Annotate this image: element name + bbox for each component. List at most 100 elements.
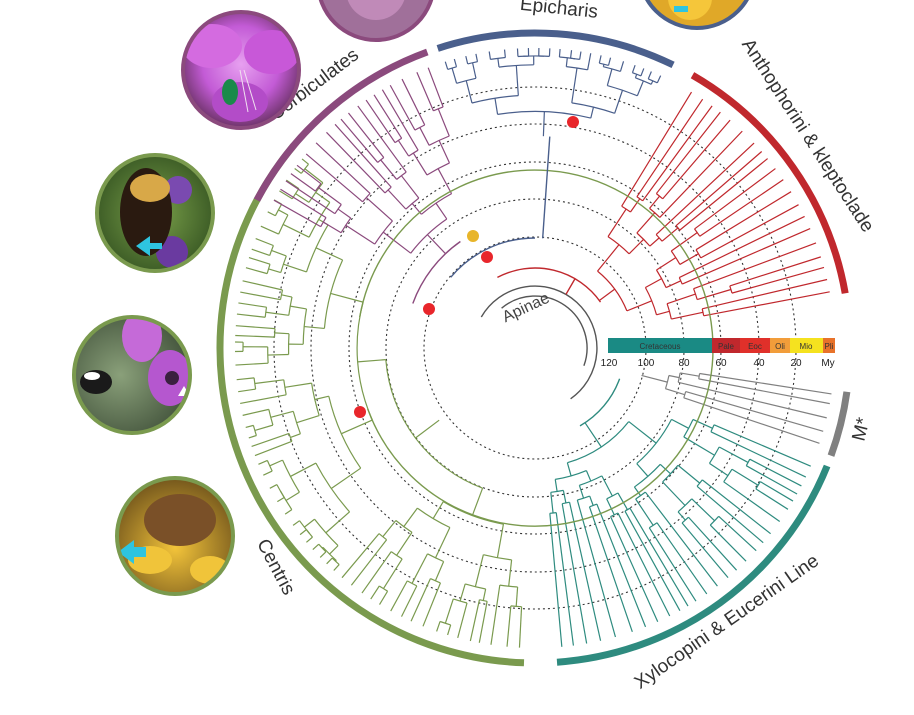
tree-stem <box>731 468 759 486</box>
tree-tip <box>648 527 697 602</box>
tree-stem <box>670 232 698 252</box>
tree-tip <box>745 465 798 495</box>
tree-node-arc <box>318 543 327 553</box>
tree-stem <box>645 278 662 289</box>
tree-tip <box>488 51 492 60</box>
tree-tip <box>248 434 257 439</box>
tree-tip <box>400 585 418 617</box>
tree-tip <box>636 98 704 198</box>
tree-stem <box>633 486 642 496</box>
tree-stem <box>345 224 376 245</box>
tree-tip <box>365 99 396 143</box>
period-label-oligocene: Oli <box>775 342 785 351</box>
backbone-branch <box>541 136 551 239</box>
tree-node-arc <box>278 214 289 235</box>
tree-stem <box>323 221 342 234</box>
tree-node-arc <box>453 598 468 604</box>
tree-tip <box>598 55 602 64</box>
tree-tip <box>334 123 392 188</box>
tree-tip <box>379 590 389 605</box>
tree-stem <box>281 294 293 298</box>
tree-stem <box>382 520 397 538</box>
tree-tip <box>555 512 575 646</box>
period-miocene <box>790 338 823 353</box>
tree-stem <box>271 249 287 257</box>
tree-stem <box>330 292 364 303</box>
period-label-eocene: Eoc <box>748 342 762 351</box>
tree-stem <box>270 410 294 418</box>
tree-tip <box>235 362 269 366</box>
tree-tip <box>251 248 270 257</box>
tree-stem <box>677 464 701 484</box>
apinae-label: Apinae <box>500 290 552 327</box>
tree-tip <box>465 55 469 65</box>
clade-epicharis-branches <box>444 48 662 137</box>
backbone-arc <box>412 240 461 304</box>
tree-tip <box>267 211 276 217</box>
tree-node-arc <box>644 287 658 315</box>
tree-stem <box>330 467 362 489</box>
tree-stem <box>584 422 602 448</box>
tree-node-arc <box>322 546 337 562</box>
photo-yellow-flower <box>115 476 235 596</box>
tree-tip <box>693 242 817 290</box>
tree-tip <box>682 227 811 285</box>
tree-stem <box>565 57 568 67</box>
tree-stem <box>419 127 430 146</box>
tree-node-arc <box>666 303 672 320</box>
tree-stem <box>508 559 513 587</box>
tree-stem <box>542 111 545 137</box>
tree-stem <box>296 414 320 424</box>
tree-tip <box>290 173 316 192</box>
tree-tip <box>518 606 523 648</box>
tree-stem <box>438 140 450 164</box>
green-bee-icon <box>222 79 238 105</box>
tree-stem <box>290 433 301 438</box>
tree-stem <box>666 293 696 305</box>
tree-node-arc <box>314 183 322 192</box>
tree-tip <box>718 515 757 552</box>
tree-node-arc <box>405 197 420 210</box>
arrow-icon <box>136 236 162 256</box>
period-paleocene <box>712 338 740 353</box>
tree-tip <box>319 551 327 558</box>
tree-tip <box>588 506 633 632</box>
photo-top-left <box>318 0 434 42</box>
tree-node-arc <box>471 95 519 104</box>
tree-tip <box>569 50 573 59</box>
tree-node-arc <box>384 186 392 194</box>
tree-stem <box>628 238 645 255</box>
period-pliocene <box>823 338 835 353</box>
tree-node-arc <box>394 137 403 144</box>
tree-tip <box>713 424 811 467</box>
tree-stem <box>365 197 393 222</box>
photo-bumblebee <box>95 153 215 273</box>
tree-tip <box>279 190 293 200</box>
tree-stem <box>269 459 283 467</box>
tree-stem <box>254 424 274 432</box>
tree-node-arc <box>465 583 486 590</box>
tree-tip <box>410 578 431 622</box>
node-marker-red <box>354 406 366 418</box>
tree-tip <box>236 313 266 318</box>
tree-stem <box>357 359 386 363</box>
clade-anthophorini-branches <box>597 91 830 320</box>
clade-centris-branches <box>235 158 523 648</box>
tree-stem <box>254 379 284 385</box>
tree-stem <box>274 332 289 335</box>
tree-tip <box>254 440 293 457</box>
tree-stem <box>635 498 654 526</box>
clade-arc-anthophorini <box>690 72 849 294</box>
tree-stem <box>692 418 713 429</box>
tree-tip <box>699 372 832 395</box>
tree-node-arc <box>266 460 273 472</box>
tree-tip <box>617 512 671 617</box>
tree-tip <box>422 582 442 627</box>
tree-stem <box>601 475 613 497</box>
tree-tip <box>284 509 293 515</box>
node-marker-red <box>481 251 493 263</box>
tree-node-arc <box>624 507 631 512</box>
tick-80: 80 <box>678 358 690 369</box>
tree-stem <box>496 523 505 558</box>
tree-stem <box>617 492 629 510</box>
